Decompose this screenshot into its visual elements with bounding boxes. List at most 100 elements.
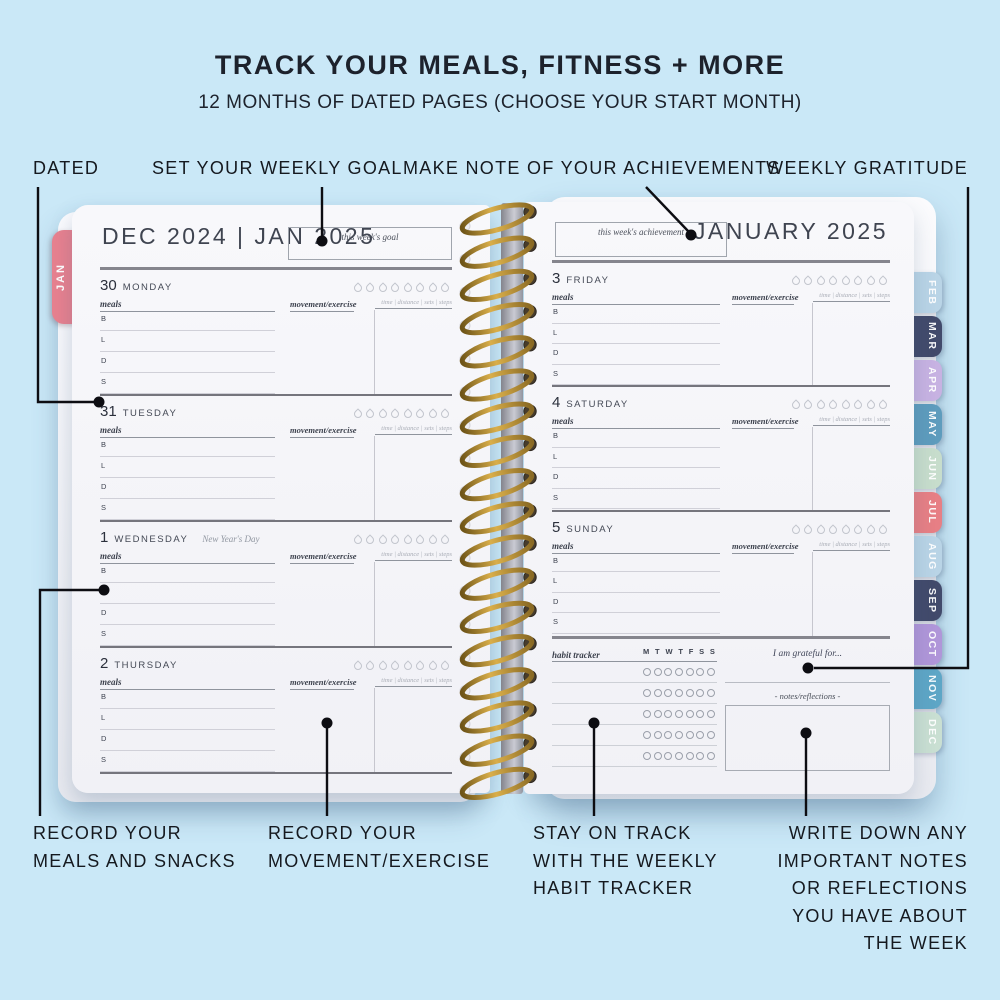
water-droplet-icon bbox=[401, 408, 414, 420]
habit-row bbox=[552, 662, 717, 683]
movement-label: movement/exercise bbox=[732, 541, 799, 554]
water-droplet-icon bbox=[802, 399, 814, 411]
meal-row-l: L bbox=[552, 448, 720, 469]
callout-habit-tracker: STAY ON TRACK WITH THE WEEKLY HABIT TRAC… bbox=[533, 823, 718, 898]
habit-day-letter: T bbox=[655, 647, 660, 656]
meal-row-label: L bbox=[101, 587, 106, 596]
meal-row-label: B bbox=[101, 440, 107, 449]
right-page-title: JANUARY 2025 bbox=[693, 218, 888, 244]
gratitude-label: I am grateful for... bbox=[772, 649, 843, 659]
water-droplet-icon bbox=[814, 275, 827, 287]
meal-row-label: D bbox=[101, 356, 107, 365]
meal-row-label: B bbox=[553, 431, 559, 441]
water-droplet-icon bbox=[839, 275, 852, 287]
meal-row-d: D bbox=[100, 352, 275, 373]
meal-row-d: D bbox=[552, 593, 720, 614]
habit-circle-icon bbox=[696, 752, 705, 760]
habit-circle-icon bbox=[643, 710, 651, 718]
month-tab-label: FEB bbox=[926, 279, 938, 306]
habit-row bbox=[552, 746, 717, 767]
habit-circle-icon bbox=[643, 752, 651, 760]
meal-row-label: S bbox=[553, 617, 559, 627]
habit-circle-icon bbox=[664, 731, 673, 739]
movement-label: movement/exercise bbox=[732, 292, 799, 305]
meal-row-s: S bbox=[100, 625, 275, 646]
callout-record-movement: RECORD YOUR MOVEMENT/EXERCISE bbox=[268, 823, 491, 871]
water-droplet-icon bbox=[414, 408, 426, 420]
callout-weekly-gratitude: WEEKLY GRATITUDE bbox=[766, 158, 968, 178]
habit-circle-icon bbox=[664, 752, 673, 760]
column-divider bbox=[374, 562, 375, 646]
day-holiday: New Year's Day bbox=[202, 534, 260, 544]
day-weekday: SATURDAY bbox=[566, 399, 629, 411]
callout-notes-reflections: WRITE DOWN ANY IMPORTANT NOTES OR REFLEC… bbox=[777, 823, 968, 953]
water-droplet-icon bbox=[852, 399, 864, 411]
day-body: B L D S bbox=[100, 436, 452, 520]
meal-row-label: L bbox=[553, 451, 558, 461]
habit-checkboxes bbox=[643, 725, 715, 745]
day-column-headers: meals movement/exercise time | distance … bbox=[100, 677, 452, 693]
water-tracker bbox=[351, 660, 453, 672]
water-droplet-icon bbox=[364, 660, 376, 672]
meal-row-s: S bbox=[552, 365, 720, 385]
water-droplet-icon bbox=[389, 282, 401, 294]
water-droplet-icon bbox=[376, 534, 389, 546]
divider bbox=[552, 260, 890, 263]
month-tab-label: NOV bbox=[926, 674, 938, 703]
water-droplet-icon bbox=[426, 660, 439, 672]
habit-row bbox=[552, 725, 717, 746]
movement-label: movement/exercise bbox=[732, 416, 799, 430]
month-tab-label: JUL bbox=[926, 500, 938, 525]
month-tab-label: MAY bbox=[926, 411, 938, 438]
meal-row-b: B bbox=[100, 688, 275, 709]
spiral-spine bbox=[501, 203, 523, 794]
page-subtitle: 12 MONTHS OF DATED PAGES (CHOOSE YOUR ST… bbox=[198, 92, 802, 113]
habit-circle-icon bbox=[696, 689, 705, 697]
movement-label: movement/exercise bbox=[290, 551, 357, 564]
month-tab-label: DEC bbox=[926, 719, 938, 746]
weekly-goal-box: this week's goal bbox=[288, 227, 452, 260]
day-block: 4 SATURDAY meals movement/exercise time … bbox=[552, 387, 890, 512]
day-block: 30 MONDAY meals movement/exercise time |… bbox=[100, 270, 452, 396]
callout-weekly-goal: SET YOUR WEEKLY GOAL bbox=[152, 158, 403, 178]
habit-circle-icon bbox=[685, 689, 694, 697]
day-weekday: FRIDAY bbox=[566, 275, 610, 286]
meal-row-b: B bbox=[100, 436, 275, 457]
weekly-goal-label: this week's goal bbox=[341, 232, 399, 242]
water-droplet-icon bbox=[426, 408, 439, 420]
water-droplet-icon bbox=[364, 534, 376, 546]
habit-row bbox=[552, 704, 717, 725]
metrics-label: time | distance | sets | steps bbox=[375, 551, 452, 561]
movement-label: movement/exercise bbox=[290, 299, 357, 312]
meal-row-b: B bbox=[552, 552, 720, 573]
habit-circle-icon bbox=[674, 668, 683, 676]
water-droplet-icon bbox=[364, 408, 376, 420]
water-droplet-icon bbox=[401, 660, 414, 672]
water-droplet-icon bbox=[414, 534, 426, 546]
metrics-label: time | distance | sets | steps bbox=[375, 299, 452, 309]
habit-circle-icon bbox=[674, 752, 683, 760]
day-block: 1 WEDNESDAY New Year's Day meals movemen… bbox=[100, 522, 452, 648]
habit-circle-icon bbox=[685, 752, 694, 760]
day-column-headers: meals movement/exercise time | distance … bbox=[100, 425, 452, 441]
meal-row-label: D bbox=[101, 482, 107, 491]
habit-circle-icon bbox=[653, 710, 662, 718]
divider bbox=[552, 636, 890, 639]
meal-row-s: S bbox=[100, 499, 275, 520]
meal-row-label: S bbox=[101, 629, 107, 638]
habit-checkboxes bbox=[643, 683, 715, 703]
habit-checkboxes bbox=[643, 704, 715, 724]
day-header: 30 MONDAY bbox=[100, 270, 452, 299]
day-body: B L D S bbox=[100, 688, 452, 772]
meal-row-label: B bbox=[553, 555, 559, 565]
water-droplet-icon bbox=[351, 408, 364, 420]
water-droplet-icon bbox=[789, 399, 802, 411]
meal-row-b: B bbox=[100, 310, 275, 331]
meal-row-d: D bbox=[100, 478, 275, 499]
habit-circle-icon bbox=[643, 731, 651, 739]
